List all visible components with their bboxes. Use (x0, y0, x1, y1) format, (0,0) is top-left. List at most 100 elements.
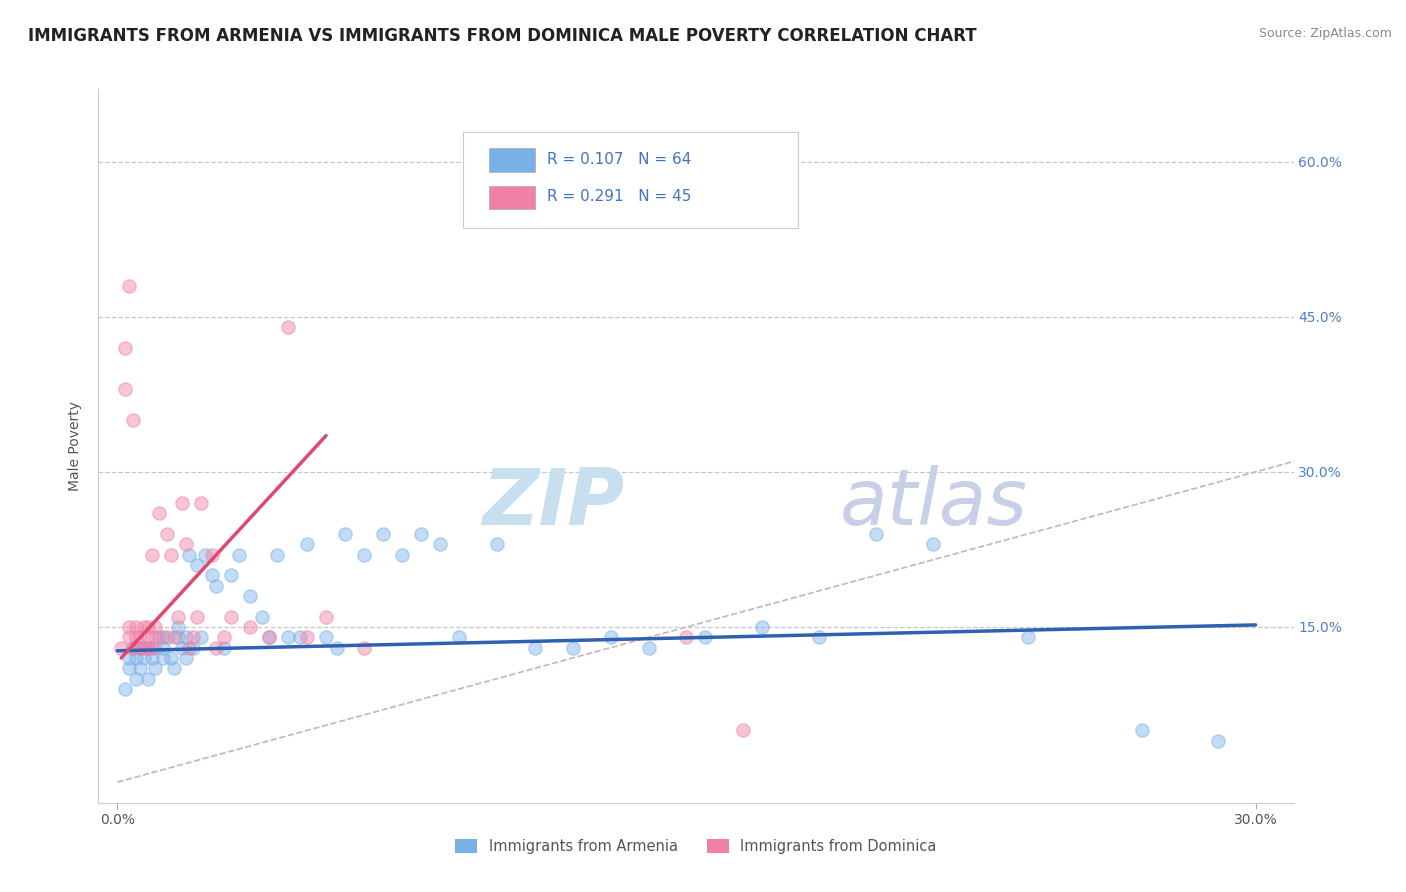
Point (136, 630, 159, 644)
Point (170, 640, 193, 655)
Point (114, 341, 136, 355)
Point (118, 651, 141, 665)
Point (315, 630, 337, 644)
Point (125, 630, 148, 644)
Text: Source: ZipAtlas.com: Source: ZipAtlas.com (1258, 27, 1392, 40)
Point (125, 672, 148, 686)
Point (288, 630, 311, 644)
Point (922, 537, 945, 551)
Point (391, 548, 413, 562)
Point (163, 630, 186, 644)
Bar (489, 148, 534, 172)
Point (205, 579, 228, 593)
Point (156, 630, 179, 644)
Point (257, 630, 280, 644)
Point (141, 651, 163, 665)
Point (1017, 630, 1039, 644)
Point (239, 620, 262, 634)
Point (447, 630, 470, 644)
Point (136, 672, 159, 686)
Point (295, 630, 318, 644)
Point (239, 589, 262, 603)
Point (129, 640, 152, 655)
Text: IMMIGRANTS FROM ARMENIA VS IMMIGRANTS FROM DOMINICA MALE POVERTY CORRELATION CHA: IMMIGRANTS FROM ARMENIA VS IMMIGRANTS FR… (28, 27, 977, 45)
Point (212, 630, 235, 644)
Point (186, 609, 208, 624)
Point (152, 630, 174, 644)
Point (277, 320, 299, 334)
Point (141, 548, 163, 562)
Point (121, 640, 143, 655)
Point (136, 640, 159, 655)
Point (179, 640, 201, 655)
Point (190, 496, 212, 510)
Point (1206, 733, 1229, 747)
Point (167, 620, 190, 634)
Point (143, 640, 166, 655)
Text: atlas: atlas (839, 465, 1028, 541)
Point (353, 548, 375, 562)
Point (257, 630, 280, 644)
Point (561, 640, 583, 655)
Point (250, 609, 273, 624)
Point (695, 630, 717, 644)
Text: ZIP: ZIP (482, 465, 624, 541)
Point (174, 630, 197, 644)
Point (219, 568, 242, 582)
Point (808, 630, 831, 644)
Point (132, 620, 155, 634)
Point (1130, 723, 1153, 738)
Point (159, 651, 181, 665)
Point (599, 630, 621, 644)
Point (371, 527, 394, 541)
Point (228, 548, 250, 562)
Point (201, 548, 224, 562)
Point (212, 640, 235, 655)
Legend: Immigrants from Armenia, Immigrants from Dominica: Immigrants from Armenia, Immigrants from… (450, 832, 942, 860)
Point (143, 620, 166, 634)
Point (179, 548, 201, 562)
Point (170, 496, 193, 510)
Point (675, 630, 697, 644)
Point (125, 620, 148, 634)
Point (132, 640, 155, 655)
Point (167, 630, 190, 644)
Point (637, 640, 659, 655)
Point (118, 278, 141, 293)
Point (118, 630, 141, 644)
Point (136, 620, 159, 634)
Point (132, 651, 155, 665)
Point (277, 630, 299, 644)
Point (143, 630, 166, 644)
Point (121, 640, 143, 655)
Point (186, 558, 208, 572)
Bar (489, 186, 534, 209)
Point (333, 527, 356, 541)
Point (110, 640, 132, 655)
Point (181, 630, 204, 644)
Text: R = 0.107   N = 64: R = 0.107 N = 64 (547, 152, 690, 167)
Point (152, 640, 174, 655)
Text: R = 0.291   N = 45: R = 0.291 N = 45 (547, 189, 690, 203)
Point (326, 640, 349, 655)
Point (201, 568, 224, 582)
Point (159, 548, 181, 562)
Point (429, 537, 451, 551)
Point (181, 640, 204, 655)
FancyBboxPatch shape (463, 132, 797, 228)
Point (485, 537, 508, 551)
Point (156, 527, 179, 541)
Point (409, 527, 432, 541)
Point (143, 661, 166, 675)
Point (148, 630, 170, 644)
Point (167, 609, 190, 624)
Point (205, 640, 228, 655)
Point (129, 630, 152, 644)
Point (219, 609, 242, 624)
Point (136, 640, 159, 655)
Point (266, 548, 288, 562)
Point (152, 651, 174, 665)
Point (148, 506, 170, 520)
Point (865, 527, 887, 541)
Point (118, 620, 141, 634)
